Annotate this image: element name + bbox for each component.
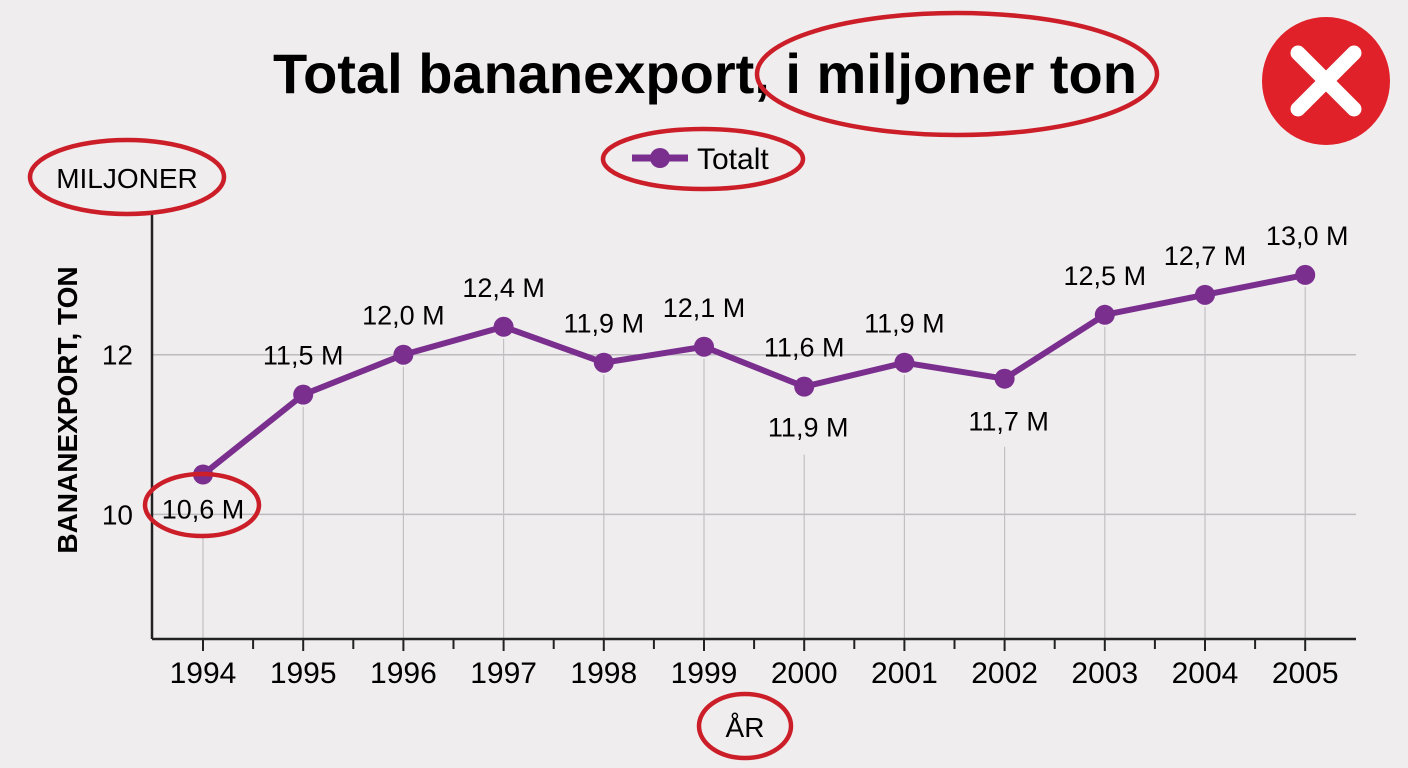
legend: Totalt [632,143,769,176]
x-tick-label-2005: 2005 [1272,657,1339,690]
x-tick-label-2002: 2002 [971,657,1038,690]
extra-label-2002: 11,7 M [968,407,1049,437]
data-label-1994: 10,6 M [162,495,245,525]
unit-label: MILJONER [56,163,198,194]
data-point-2004 [1195,284,1215,305]
legend-marker [650,148,670,168]
data-point-2005 [1295,264,1316,285]
y-tick-label-10: 10 [102,499,133,530]
grid [152,286,1356,639]
data-point-1996 [393,344,414,365]
data-point-1995 [293,384,314,405]
x-tick-label-1995: 1995 [270,657,337,690]
data-label-2001: 11,9 M [864,309,945,339]
extra-label-2000: 11,9 M [768,413,849,443]
x-axis-label: ÅR [726,712,765,743]
data-point-1997 [493,316,514,337]
data-point-1998 [593,352,614,373]
x-tick-label-1998: 1998 [570,657,637,690]
annotation-circle-title-unit [754,10,1160,138]
data-point-2002 [994,368,1015,389]
annotations [27,10,1160,761]
annotation-circle-unit-label [27,137,227,217]
y-ticks: 10 12 [102,340,133,531]
y-axis-label: BANANEXPORT, TON [52,266,83,553]
x-tick-label-2001: 2001 [871,657,938,690]
annotation-circle-first-label [142,471,262,539]
x-tick-label-1999: 1999 [671,657,738,690]
data-point-2003 [1094,304,1115,325]
y-tick-label-12: 12 [102,340,133,371]
x-tick-label-2003: 2003 [1071,657,1138,690]
data-point-2000 [794,376,815,397]
data-point-2001 [894,352,915,373]
data-label-2003: 12,5 M [1064,261,1147,291]
x-ticks: 1994 1995 1996 1997 1998 1999 2000 2001 2002 2003… [170,639,1339,690]
data-label-1999: 12,1 M [663,293,746,323]
data-label-2000: 11,6 M [764,333,845,363]
data-labels: 10,6 M 11,5 M 12,0 M 12,4 M 11,9 M 12,1 M 11,6… [162,221,1349,525]
legend-entry-totalt: Totalt [697,143,769,176]
data-label-1996: 12,0 M [362,301,445,331]
data-label-1997: 12,4 M [462,273,545,303]
series-line-totalt [200,271,1309,478]
data-label-1995: 11,5 M [263,341,344,371]
data-label-2004: 12,7 M [1164,241,1247,271]
data-point-1999 [694,336,714,357]
x-tick-label-2004: 2004 [1172,657,1239,690]
close-x-icon [1262,17,1390,145]
x-tick-label-1994: 1994 [170,657,237,690]
annotation-circle-x-label [696,691,794,761]
x-tick-label-2000: 2000 [771,657,838,690]
series-totalt [193,264,1316,485]
data-label-2005: 13,0 M [1266,221,1349,251]
x-tick-label-1996: 1996 [370,657,437,690]
axes [150,215,1356,641]
x-tick-label-1997: 1997 [470,657,537,690]
annotation-circle-legend [600,126,806,192]
chart-title: Total bananexport, i miljoner ton [273,42,1137,105]
data-label-1998: 11,9 M [564,309,645,339]
